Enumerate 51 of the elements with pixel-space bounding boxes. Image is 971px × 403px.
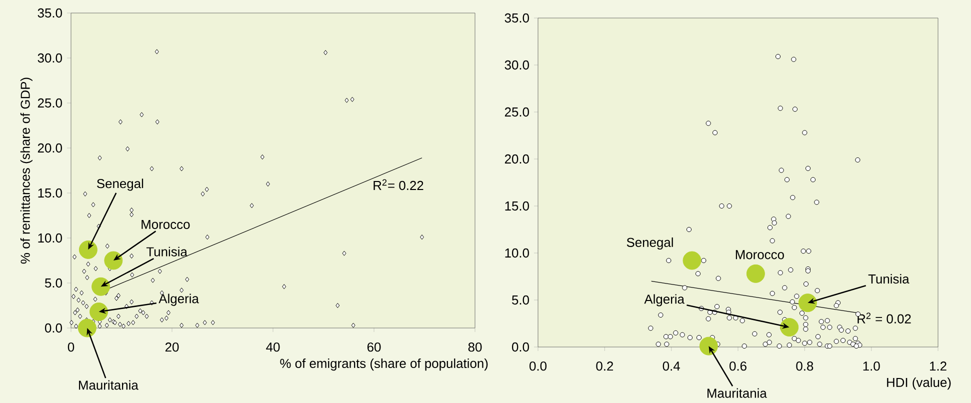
- x-tick-label: 80: [468, 342, 482, 352]
- point: [746, 264, 765, 283]
- x-tick-label: 0.0: [530, 362, 547, 371]
- y-tick-label: 25.0: [504, 107, 529, 117]
- x-tick-label: 20: [165, 342, 179, 352]
- x-tick-label: 0.8: [796, 362, 814, 371]
- annotation: Morocco: [736, 250, 784, 260]
- point: [699, 336, 718, 356]
- x-tick-label: 0: [68, 342, 74, 352]
- annotation: Algeria: [158, 294, 199, 306]
- point: [90, 302, 108, 322]
- x-axis-title: HDI (value): [887, 378, 951, 390]
- point: [78, 240, 98, 259]
- y-tick-label: 15.0: [38, 188, 62, 198]
- x-axis-title: % of emigrants (share of population): [280, 358, 488, 371]
- y-tick-label: 35.0: [38, 8, 62, 18]
- annotation: Senegal: [97, 178, 144, 191]
- y-tick-label: 10.0: [38, 233, 62, 243]
- annotation: Mauritania: [708, 388, 767, 398]
- y-tick-label: 25.0: [38, 98, 62, 108]
- point: [798, 294, 817, 312]
- y-tick-label: 30.0: [504, 60, 529, 70]
- y-tick-label: 0.0: [44, 323, 62, 333]
- annotation: Morocco: [142, 220, 190, 230]
- x-tick-label: 40: [266, 342, 280, 352]
- point: [78, 318, 96, 338]
- annotation: Tunisia: [146, 246, 188, 256]
- y-tick-label: 30.0: [38, 53, 62, 63]
- y-tick-label: 5.0: [512, 295, 529, 305]
- y-tick-label: 20.0: [38, 143, 62, 153]
- y-tick-label: 10.0: [505, 248, 529, 258]
- y-tick-label: 15.0: [505, 201, 529, 211]
- y-axis-title: % of remittances (share of GDP): [20, 78, 32, 264]
- point: [682, 251, 702, 270]
- y-tick-label: 20.0: [504, 154, 529, 164]
- annotation: Tunisia: [868, 274, 910, 284]
- x-tick-label: 0.4: [662, 362, 680, 371]
- x-tick-label: 0.6: [730, 362, 746, 371]
- x-tick-label: 1.0: [863, 362, 880, 371]
- x-tick-label: 60: [367, 342, 381, 352]
- annotation: Mauritania: [78, 380, 138, 390]
- x-tick-label: 1.2: [930, 362, 946, 371]
- annotation: Algeria: [644, 294, 684, 306]
- point: [92, 277, 110, 296]
- annotation: R$^{2}$= 0.22: [374, 179, 424, 190]
- y-tick-label: 35.0: [504, 13, 529, 23]
- x-tick-label: 0.2: [596, 362, 614, 371]
- y-tick-label: 5.0: [45, 278, 62, 288]
- annotation: Senegal: [626, 237, 673, 250]
- point: [780, 318, 799, 337]
- point: [104, 251, 123, 270]
